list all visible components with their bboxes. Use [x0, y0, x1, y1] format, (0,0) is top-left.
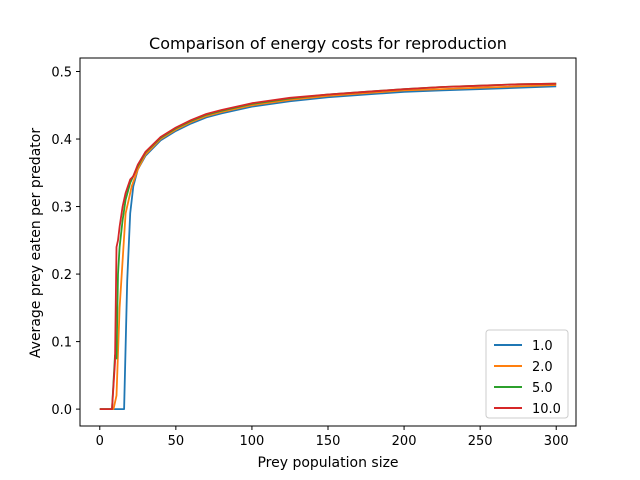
legend-label: 5.0 — [532, 381, 553, 396]
legend-box — [485, 329, 569, 419]
chart-title: Comparison of energy costs for reproduct… — [149, 34, 507, 53]
y-tick-label: 0.4 — [51, 133, 72, 148]
x-axis-label: Prey population size — [257, 455, 398, 471]
x-tick-label: 0 — [96, 434, 104, 449]
legend-label: 1.0 — [532, 339, 553, 354]
x-tick-label: 150 — [316, 434, 341, 449]
x-tick-label: 100 — [240, 434, 265, 449]
x-tick-label: 200 — [392, 434, 417, 449]
series-line-1 — [99, 85, 557, 411]
series-line-4 — [99, 82, 557, 411]
y-axis-label: Average prey eaten per predator — [28, 128, 44, 358]
x-tick-label: 300 — [544, 434, 569, 449]
x-tick-label: 250 — [468, 434, 493, 449]
legend-label: 2.0 — [532, 360, 553, 375]
x-tick-label: 50 — [168, 434, 185, 449]
y-tick-label: 0.1 — [51, 336, 72, 351]
x-axis: 0 50 100 150 200 250 300 — [96, 426, 569, 449]
legend: 1.0 2.0 5.0 10.0 — [485, 329, 569, 419]
legend-label: 10.0 — [532, 402, 561, 417]
y-tick-label: 0.2 — [51, 268, 72, 283]
plot-lines — [99, 82, 557, 411]
y-tick-label: 0.5 — [51, 66, 72, 81]
y-tick-label: 0.0 — [51, 403, 72, 418]
series-line-2 — [99, 84, 557, 411]
y-tick-label: 0.3 — [51, 201, 72, 216]
y-axis: 0.0 0.1 0.2 0.3 0.4 0.5 — [51, 66, 80, 418]
